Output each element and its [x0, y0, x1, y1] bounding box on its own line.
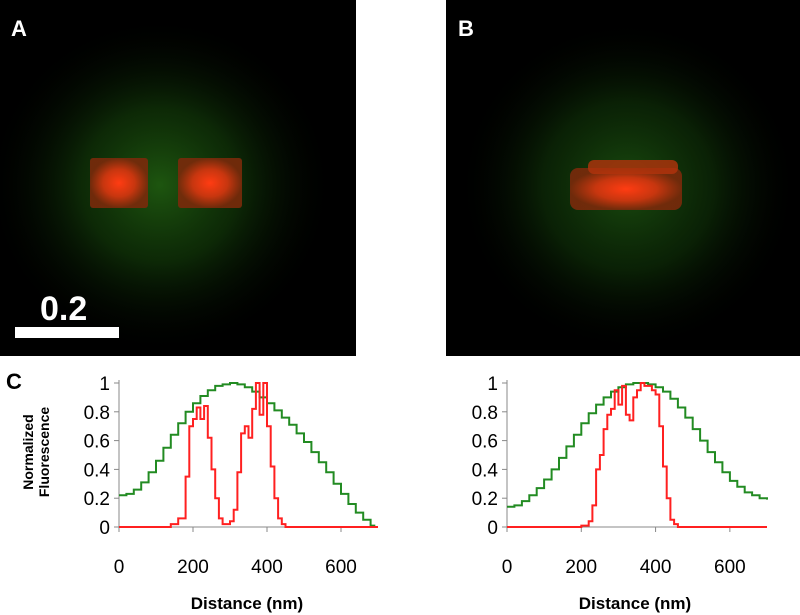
- x-axis-label: Distance (nm): [191, 594, 303, 613]
- scale-bar: [15, 327, 119, 338]
- profile-chart-b: 0 0.2 0.4 0.6 0.8 1 0 200 400 600 Distance (nm): [472, 374, 768, 613]
- y-tick-label: 0.4: [84, 460, 111, 481]
- y-tick-label: 0.2: [84, 489, 110, 510]
- x-tick-label: 0: [114, 557, 125, 578]
- panel-c-letter: C: [6, 369, 22, 394]
- x-tick-label: 600: [325, 557, 357, 578]
- x-tick-label: 600: [714, 557, 746, 578]
- y-tick-label: 1: [487, 374, 498, 395]
- green-intensity-line: [119, 382, 376, 527]
- x-tick-label: 200: [565, 557, 597, 578]
- red-intensity-line: [507, 382, 767, 528]
- panel-b-letter: B: [458, 16, 474, 41]
- spot-left: [90, 158, 148, 208]
- spot-right: [178, 158, 242, 208]
- y-axis-label-line1: Normalized: [20, 414, 36, 489]
- y-tick-label: 1: [99, 374, 110, 395]
- panel-a-image: A 0.2: [0, 0, 356, 356]
- x-tick-label: 400: [640, 557, 672, 578]
- x-tick-label: 400: [251, 557, 283, 578]
- y-tick-label: 0.2: [472, 489, 498, 510]
- panel-a-letter: A: [11, 16, 27, 41]
- y-tick-label: 0: [487, 518, 498, 539]
- y-tick-label: 0.8: [472, 403, 498, 424]
- y-tick-label: 0.4: [472, 460, 499, 481]
- x-axis-label: Distance (nm): [579, 594, 691, 613]
- y-axis-label-line2: Fluorescence: [36, 407, 52, 497]
- red-intensity-line: [119, 382, 378, 528]
- profile-chart-a: Normalized Fluorescence 0 0.2 0.4 0.6 0.8 1 0 2…: [20, 374, 378, 613]
- y-tick-label: 0.6: [472, 432, 498, 453]
- y-tick-label: 0.6: [84, 432, 110, 453]
- green-intensity-line: [507, 382, 768, 508]
- x-tick-label: 0: [502, 557, 513, 578]
- scale-bar-label: 0.2: [40, 290, 87, 328]
- panel-b-image: B: [446, 0, 800, 356]
- y-tick-label: 0.8: [84, 403, 110, 424]
- y-tick-label: 0: [99, 518, 110, 539]
- x-tick-label: 200: [177, 557, 209, 578]
- spot-elongated: [570, 168, 682, 210]
